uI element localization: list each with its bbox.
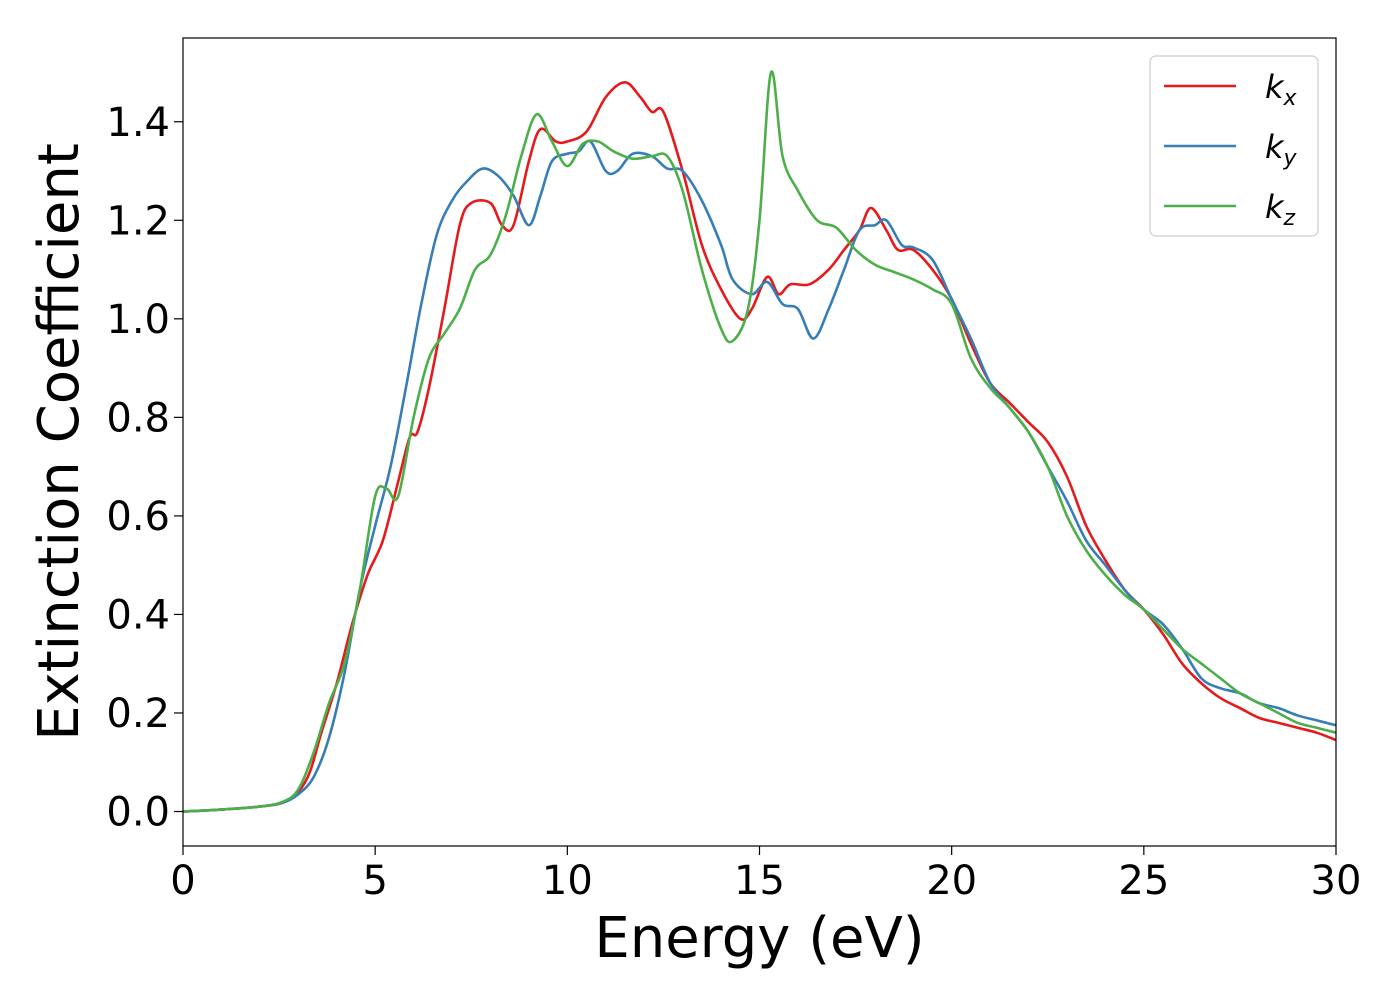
y-tick-label: 0.2 <box>106 691 170 737</box>
x-tick-label: 15 <box>734 858 785 904</box>
y-tick-label: 0.8 <box>106 395 170 441</box>
legend-label-kx: kx <box>1265 68 1298 111</box>
x-tick-label: 10 <box>542 858 593 904</box>
legend-label-kz: kz <box>1265 188 1296 231</box>
y-tick-label: 0.6 <box>106 494 170 540</box>
y-tick-label: 1.4 <box>106 100 170 146</box>
x-axis-ticks: 0 5 10 15 20 25 30 <box>170 846 1361 904</box>
x-tick-label: 5 <box>362 858 387 904</box>
y-axis-title: Extinction Coefficient <box>27 143 92 741</box>
y-tick-label: 0.4 <box>106 592 170 638</box>
y-tick-label: 1.0 <box>106 297 170 343</box>
y-tick-label: 0.0 <box>106 790 170 836</box>
y-tick-label: 1.2 <box>106 198 170 244</box>
x-tick-label: 30 <box>1311 858 1362 904</box>
legend: kx ky kz <box>1149 55 1319 237</box>
series-layer <box>182 70 1337 813</box>
x-tick-label: 0 <box>170 858 195 904</box>
series-line-ky <box>182 139 1337 813</box>
x-tick-label: 20 <box>926 858 977 904</box>
series-line-kz <box>182 70 1337 813</box>
legend-label-ky: ky <box>1265 128 1298 171</box>
y-axis-ticks: 0.0 0.2 0.4 0.6 0.8 1.0 1.2 1.4 <box>106 100 183 836</box>
x-tick-label: 25 <box>1118 858 1169 904</box>
x-axis-title: Energy (eV) <box>594 906 924 971</box>
